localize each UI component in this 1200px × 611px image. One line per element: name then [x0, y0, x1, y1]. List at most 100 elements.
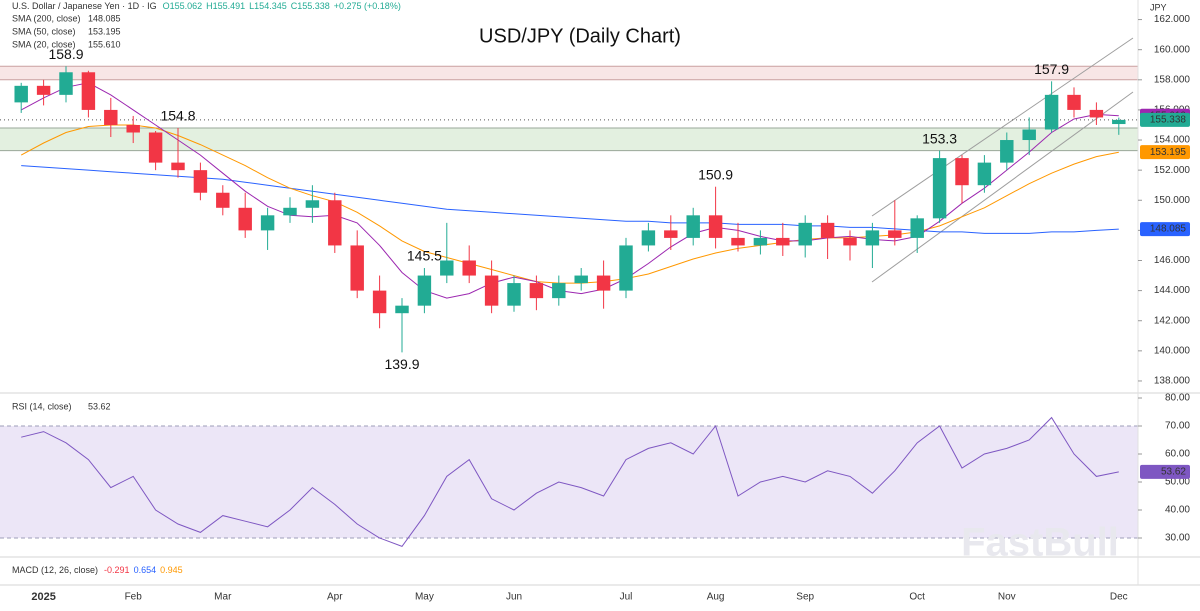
price-annotation: 153.3: [922, 130, 957, 146]
candle-body: [1089, 109, 1104, 118]
unit-label: JPY: [1150, 2, 1167, 12]
symbol-header: U.S. Dollar / Japanese Yen · 1D · IG O155…: [12, 1, 401, 11]
candle-body: [1112, 119, 1126, 125]
macd-reading: -0.291: [104, 565, 130, 575]
candle-body: [328, 200, 342, 246]
under-layer: [0, 65, 1138, 539]
legend-name: SMA (50, close): [12, 26, 76, 36]
rsi-band: [0, 426, 1138, 538]
price-badge: [1140, 112, 1190, 127]
y-tick-label: 142.000: [1154, 315, 1191, 326]
candle-body: [686, 215, 700, 238]
price-badge-label: 153.195: [1150, 147, 1187, 158]
price-badge: [1140, 145, 1190, 160]
candle-body: [1044, 94, 1059, 130]
x-tick-label: Jun: [506, 592, 522, 603]
candle-body: [417, 275, 432, 306]
channel-line: [871, 37, 1134, 217]
candle-body: [619, 245, 633, 291]
quote: H155.491: [206, 1, 245, 11]
y-tick-label: 30.00: [1165, 533, 1190, 544]
y-tick-label: 160.000: [1154, 44, 1191, 55]
y-tick-label: 154.000: [1154, 135, 1191, 146]
candle-body: [753, 237, 768, 246]
y-tick-label: 80.00: [1165, 393, 1190, 404]
zone: [0, 127, 1138, 151]
quote: O155.062: [163, 1, 203, 11]
candle-body: [708, 215, 723, 238]
candle-body: [843, 237, 857, 246]
macd-reading: 0.945: [160, 565, 183, 575]
x-tick-label: Mar: [214, 592, 232, 603]
y-tick-label: 146.000: [1154, 255, 1191, 266]
candle-body: [932, 158, 947, 219]
y-tick-label: 140.000: [1154, 345, 1191, 356]
macd-reading: 0.654: [134, 565, 157, 575]
legend-value: 53.62: [88, 401, 111, 411]
candle-body: [664, 230, 678, 238]
candle-body: [529, 283, 544, 299]
candle-body: [148, 132, 163, 163]
price-annotation: 145.5: [407, 248, 442, 264]
y-tick-label: 60.00: [1165, 449, 1190, 460]
y-tick-label: 70.00: [1165, 421, 1190, 432]
x-tick-label: Feb: [125, 592, 143, 603]
candle-body: [955, 158, 969, 186]
price-annotation: 154.8: [160, 108, 195, 124]
y-tick-label: 40.00: [1165, 505, 1190, 516]
candle-body: [798, 222, 812, 246]
candle-body: [372, 290, 387, 314]
price-badge-label: 155.338: [1150, 115, 1187, 126]
candle-body: [59, 72, 73, 95]
legend-value: 153.195: [88, 26, 121, 36]
candle-body: [395, 305, 409, 314]
macd-name: MACD (12, 26, close): [12, 565, 98, 575]
legend-value: 155.610: [88, 39, 121, 49]
candle-body: [462, 260, 476, 276]
candle-body: [865, 230, 880, 246]
legend-name: SMA (200, close): [12, 13, 81, 23]
candle-body: [283, 207, 297, 216]
price-annotation: 157.9: [1034, 61, 1069, 77]
candle-body: [171, 162, 185, 171]
candle-body: [731, 237, 745, 246]
rsi-badge: [1140, 464, 1190, 479]
candle-body: [574, 275, 588, 284]
candle-body: [596, 275, 611, 291]
candle-body: [641, 230, 656, 246]
x-tick-label: Aug: [707, 592, 725, 603]
y-tick-label: 162.000: [1154, 14, 1191, 25]
candle-body: [104, 109, 118, 125]
candle-body: [14, 85, 28, 103]
candle-body: [1067, 94, 1081, 110]
x-tick-label: Dec: [1110, 592, 1128, 603]
y-tick-label: 152.000: [1154, 165, 1191, 176]
macd-legend: MACD (12, 26, close) -0.291 0.654 0.945: [12, 565, 183, 575]
symbol: U.S. Dollar / Japanese Yen · 1D · IG: [12, 1, 157, 11]
legend-value: 148.085: [88, 13, 121, 23]
quote: L154.345: [249, 1, 287, 11]
price-badge: [1140, 222, 1190, 237]
candle-body: [350, 245, 364, 291]
rsi-badge-label: 53.62: [1161, 467, 1186, 478]
channel-line: [871, 91, 1134, 283]
candle-body: [260, 215, 275, 231]
y-tick-label: 138.000: [1154, 376, 1191, 387]
candle-body: [193, 170, 208, 193]
candle-body: [238, 207, 252, 231]
chart-title: USD/JPY (Daily Chart): [479, 25, 681, 47]
sma-line: [20, 82, 1119, 299]
candle-body: [776, 237, 790, 246]
candle-body: [552, 283, 566, 299]
y-tick-label: 150.000: [1154, 195, 1191, 206]
x-tick-label: Oct: [909, 592, 925, 603]
y-tick-label: 158.000: [1154, 74, 1191, 85]
x-tick-label: 2025: [31, 591, 55, 603]
y-tick-label: 144.000: [1154, 285, 1191, 296]
candle-body: [305, 200, 320, 208]
candle-body: [484, 275, 499, 306]
candle-body: [126, 124, 140, 133]
quote: C155.338: [291, 1, 330, 11]
x-tick-label: Nov: [998, 592, 1016, 603]
